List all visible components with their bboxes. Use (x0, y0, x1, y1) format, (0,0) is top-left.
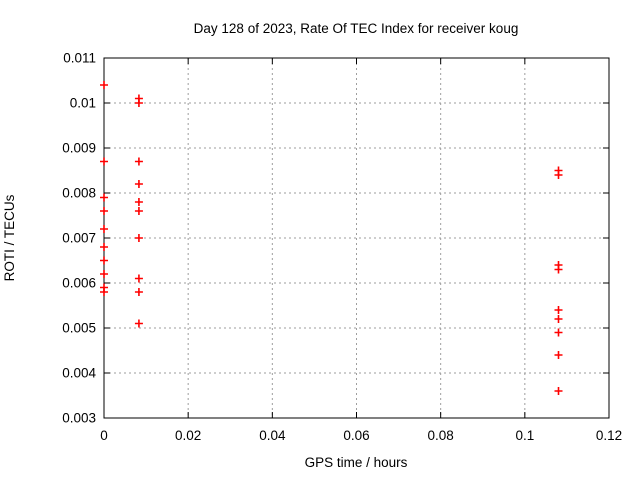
data-point-layer (100, 81, 563, 395)
data-point-marker (134, 274, 143, 283)
x-tick-label: 0.06 (343, 428, 369, 443)
y-tick-label: 0.003 (62, 411, 96, 426)
data-point-marker (100, 157, 108, 166)
data-point-marker (554, 328, 563, 337)
data-point-marker (554, 265, 563, 274)
data-point-marker (134, 234, 143, 242)
data-point-marker (134, 99, 143, 107)
tick-label-layer: 0 0.02 0.04 0.06 0.08 0.1 0.12 0.003 0.004 0.005 0… (62, 51, 622, 444)
x-tick-label: 0.04 (259, 428, 286, 443)
y-tick-label: 0.009 (62, 141, 96, 156)
grid-layer (104, 58, 609, 418)
data-point-marker (134, 157, 143, 166)
data-point-marker (100, 288, 108, 296)
data-point-marker (134, 180, 143, 188)
x-tick-label: 0 (100, 428, 108, 443)
data-point-marker (554, 306, 563, 314)
data-point-marker (134, 288, 143, 296)
data-point-marker (100, 81, 108, 89)
y-tick-label: 0.006 (62, 276, 96, 291)
y-tick-label: 0.011 (63, 51, 96, 66)
data-point-marker (100, 256, 108, 265)
data-point-marker (100, 193, 108, 202)
data-point-marker (134, 198, 143, 206)
y-tick-label: 0.004 (62, 366, 96, 381)
x-tick-label: 0.1 (515, 428, 534, 443)
x-axis-label: GPS time / hours (305, 455, 408, 470)
data-point-marker (554, 315, 563, 323)
data-point-marker (554, 171, 563, 179)
y-tick-label: 0.01 (70, 96, 96, 111)
chart-title: Day 128 of 2023, Rate Of TEC Index for r… (194, 21, 519, 36)
x-tick-label: 0.08 (428, 428, 454, 443)
data-point-marker (134, 207, 143, 215)
y-tick-label: 0.005 (62, 321, 96, 336)
data-point-marker (100, 243, 108, 251)
data-point-marker (100, 225, 108, 233)
data-point-marker (100, 207, 108, 215)
y-tick-label: 0.007 (62, 231, 96, 246)
x-tick-label: 0.02 (175, 428, 201, 443)
data-point-marker (134, 319, 143, 328)
y-tick-label: 0.008 (62, 186, 96, 201)
tick-layer (103, 57, 610, 419)
x-tick-label: 0.12 (596, 428, 622, 443)
data-point-marker (100, 270, 108, 278)
data-point-marker (554, 387, 563, 395)
y-axis-label: ROTI / TECUs (2, 194, 17, 281)
data-point-marker (554, 351, 563, 359)
